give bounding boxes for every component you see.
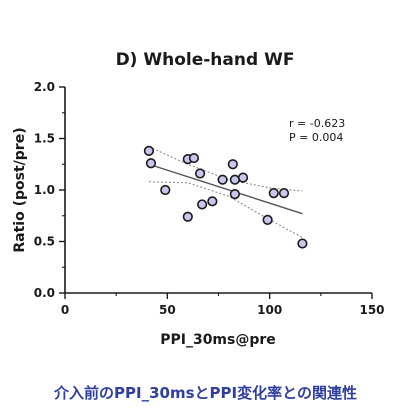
confidence-bands xyxy=(148,146,303,238)
y-axis-label: Ratio (post/pre) xyxy=(12,127,28,252)
data-point xyxy=(197,199,208,210)
y-tick-label: 0.5 xyxy=(34,235,55,249)
y-tick-label: 1.0 xyxy=(34,183,55,197)
data-point xyxy=(182,211,193,222)
data-point xyxy=(297,238,308,249)
regression-group xyxy=(148,163,303,215)
figure-caption: 介入前のPPI_30msとPPI変化率との関連性 xyxy=(54,384,357,402)
x-tick-label: 50 xyxy=(159,303,176,317)
regression-line xyxy=(148,163,303,215)
x-tick-label: 100 xyxy=(257,303,282,317)
y-tick-label: 2.0 xyxy=(34,80,55,94)
data-point xyxy=(268,187,279,199)
data-point xyxy=(143,145,155,156)
data-point xyxy=(227,159,238,170)
data-point xyxy=(145,158,157,169)
ci-lower-line xyxy=(148,181,303,238)
data-point xyxy=(278,187,290,199)
data-point xyxy=(262,214,273,225)
x-tick-label: 0 xyxy=(61,303,69,317)
chart-title: D) Whole-hand WF xyxy=(116,50,295,70)
x-tick-label: 150 xyxy=(359,303,384,317)
data-points xyxy=(143,145,308,249)
data-point xyxy=(188,152,200,164)
data-point xyxy=(229,189,240,200)
data-point xyxy=(237,172,249,183)
correlation-r-label: r = -0.623 xyxy=(289,117,345,130)
data-point xyxy=(217,174,228,185)
correlation-p-label: P = 0.004 xyxy=(289,131,343,144)
x-axis-label: PPI_30ms@pre xyxy=(160,332,276,348)
ci-upper-line xyxy=(148,146,303,192)
y-tick-label: 1.5 xyxy=(34,132,55,146)
data-point xyxy=(194,168,206,179)
data-point xyxy=(160,184,171,196)
data-point xyxy=(229,174,240,185)
y-tick-label: 0.0 xyxy=(34,286,55,300)
data-point xyxy=(207,196,218,207)
axes: 0.0 0.5 1.0 1.5 2.0 0 50 100 150 xyxy=(34,80,385,317)
